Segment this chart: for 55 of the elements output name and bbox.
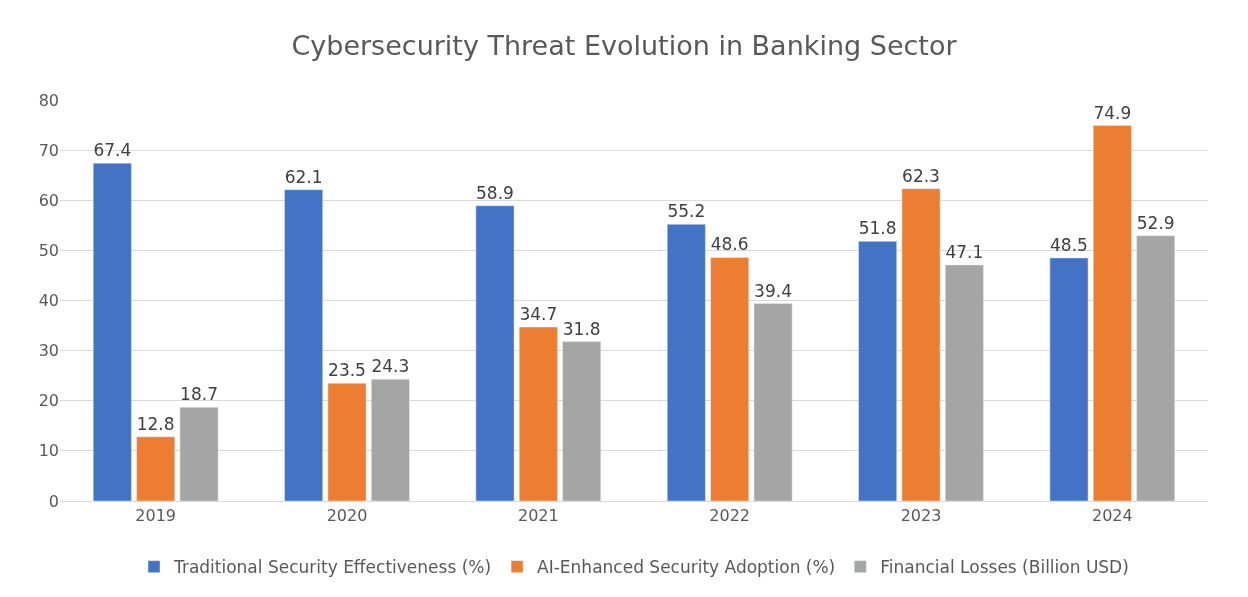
bar bbox=[284, 189, 323, 501]
legend-label: AI-Enhanced Security Adoption (%) bbox=[537, 557, 836, 578]
data-label: 23.5 bbox=[328, 360, 366, 381]
legend-label: Traditional Security Effectiveness (%) bbox=[173, 557, 492, 578]
bar bbox=[666, 224, 706, 501]
data-label: 51.8 bbox=[858, 218, 897, 239]
y-tick-label: 80 bbox=[38, 90, 59, 110]
data-label: 62.3 bbox=[902, 165, 940, 186]
data-label: 18.7 bbox=[180, 384, 218, 405]
y-tick-label: 60 bbox=[38, 190, 59, 210]
bar bbox=[92, 162, 132, 501]
x-tick-label: 2024 bbox=[1091, 506, 1133, 526]
bar bbox=[179, 407, 219, 501]
data-label: 39.4 bbox=[754, 280, 792, 301]
bar bbox=[1049, 257, 1089, 501]
bar bbox=[136, 436, 175, 501]
bar bbox=[901, 188, 941, 501]
bar bbox=[475, 205, 515, 501]
data-label: 74.9 bbox=[1093, 102, 1132, 123]
bar bbox=[519, 326, 558, 501]
bar bbox=[327, 382, 367, 501]
legend-label: Financial Losses (Billion USD) bbox=[880, 557, 1129, 578]
bar bbox=[753, 303, 793, 501]
data-label: 67.4 bbox=[93, 140, 132, 161]
x-tick-label: 2020 bbox=[326, 506, 368, 526]
data-label: 48.5 bbox=[1050, 234, 1088, 255]
y-tick-label: 70 bbox=[38, 140, 59, 160]
chart-title: Cybersecurity Threat Evolution in Banking Sector bbox=[291, 29, 958, 61]
x-tick-label: 2023 bbox=[900, 506, 942, 526]
data-label: 52.9 bbox=[1136, 212, 1175, 233]
x-tick-label: 2021 bbox=[517, 506, 559, 526]
data-label: 55.2 bbox=[667, 201, 706, 222]
y-tick-label: 10 bbox=[38, 441, 59, 461]
x-tick-label: 2022 bbox=[709, 506, 751, 526]
y-tick-label: 30 bbox=[38, 341, 59, 361]
data-label: 47.1 bbox=[945, 241, 984, 262]
bar bbox=[1136, 235, 1176, 501]
bar bbox=[710, 257, 749, 501]
bar bbox=[562, 341, 602, 501]
y-tick-label: 40 bbox=[38, 291, 59, 311]
data-label: 12.8 bbox=[136, 413, 175, 434]
bar bbox=[1093, 125, 1132, 501]
bar bbox=[945, 264, 984, 501]
bar bbox=[858, 241, 897, 501]
data-label: 24.3 bbox=[371, 356, 410, 377]
x-tick-label: 2019 bbox=[135, 506, 177, 526]
y-tick-label: 50 bbox=[38, 240, 59, 260]
y-tick-label: 0 bbox=[48, 491, 59, 511]
data-label: 62.1 bbox=[284, 166, 323, 187]
data-label: 34.7 bbox=[519, 304, 558, 325]
data-label: 58.9 bbox=[476, 182, 514, 203]
data-label: 48.6 bbox=[710, 234, 749, 255]
data-label: 31.8 bbox=[562, 318, 601, 339]
bar bbox=[371, 378, 410, 501]
y-tick-label: 20 bbox=[38, 391, 59, 411]
